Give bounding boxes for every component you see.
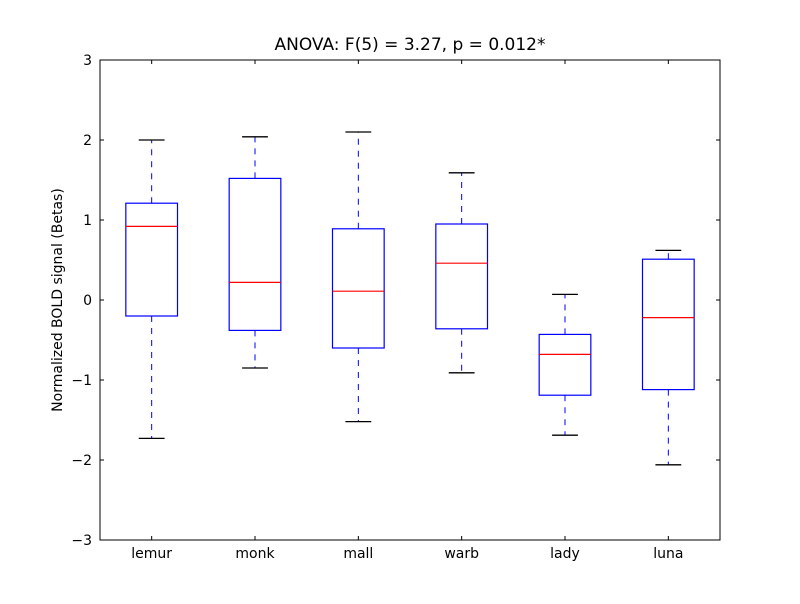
y-axis-label: Normalized BOLD signal (Betas) — [50, 188, 66, 412]
box-warb — [435, 223, 489, 330]
x-tick-label: lemur — [131, 546, 172, 562]
y-tick-label: −2 — [71, 453, 92, 469]
y-tick-label: 1 — [83, 213, 92, 229]
box-mall — [331, 228, 385, 349]
x-tick-label: lady — [550, 546, 580, 562]
y-tick-label: 3 — [83, 53, 92, 69]
box-lady — [538, 333, 592, 396]
y-tick-label: −3 — [71, 533, 92, 549]
x-tick-label: warb — [444, 546, 479, 562]
x-tick-label: luna — [653, 546, 683, 562]
y-tick-label: −1 — [71, 373, 92, 389]
chart-title: ANOVA: F(5) = 3.27, p = 0.012* — [274, 35, 545, 55]
box-monk — [228, 177, 282, 331]
y-tick-label: 0 — [83, 293, 92, 309]
y-tick-label: 2 — [83, 133, 92, 149]
box-luna — [641, 258, 695, 391]
plot-frame — [99, 59, 721, 541]
x-tick-label: monk — [235, 546, 275, 562]
x-tick-label: mall — [343, 546, 373, 562]
box-lemur — [125, 202, 179, 317]
